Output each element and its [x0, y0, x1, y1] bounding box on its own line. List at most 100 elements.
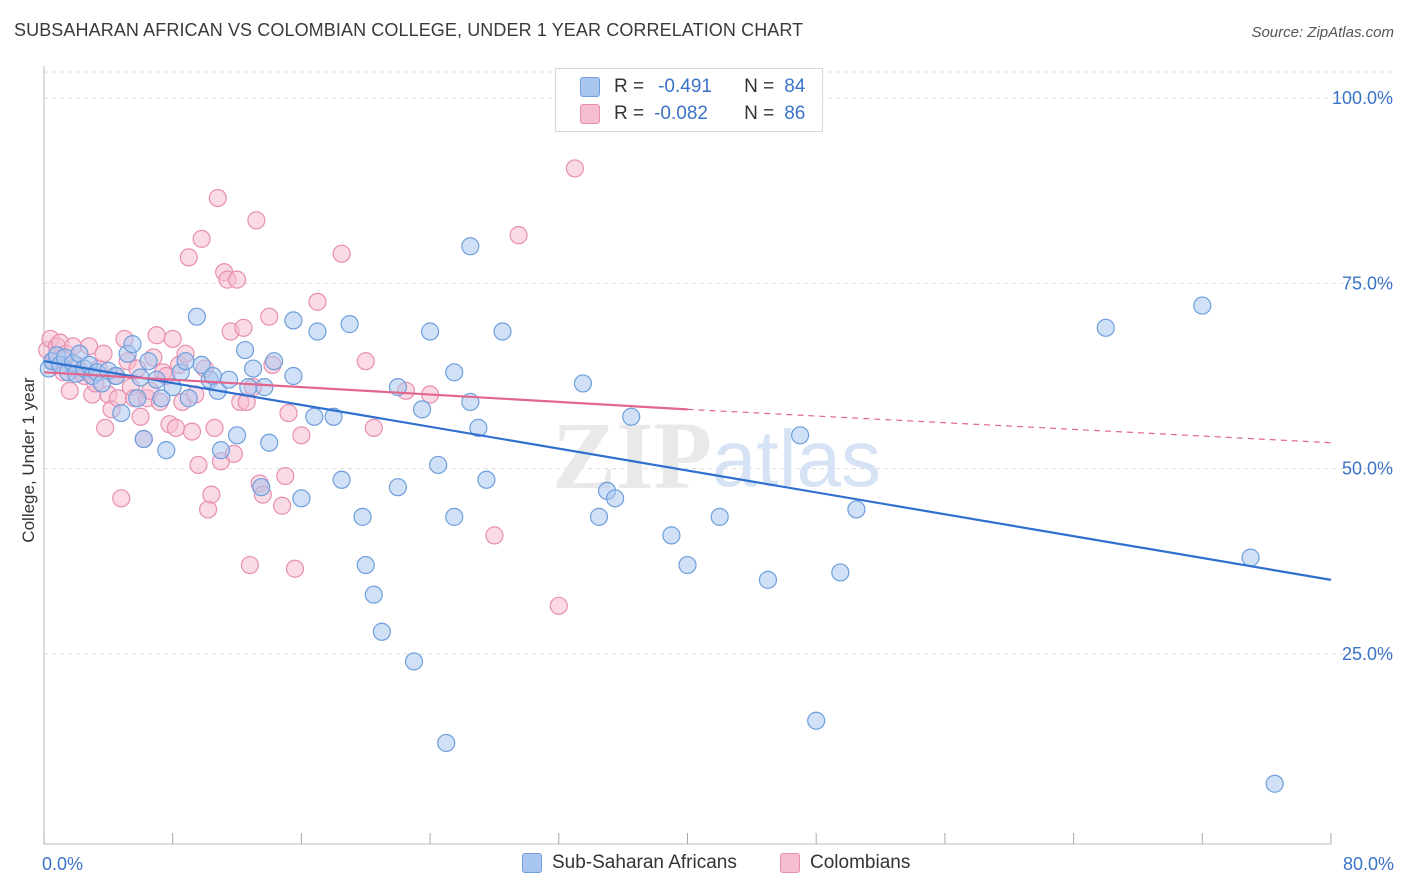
subsaharan-point: [356, 555, 375, 575]
subsaharan-point: [662, 526, 681, 545]
subsaharan-point: [308, 322, 327, 341]
y-tick-label: 25.0%: [1342, 644, 1393, 664]
x-tick-label-max: 80.0%: [1343, 854, 1394, 874]
subsaharan-point: [353, 507, 372, 526]
subsaharan-point: [710, 507, 729, 526]
subsaharan-point: [324, 407, 343, 426]
subsaharan-point: [461, 237, 480, 256]
colombians-point: [276, 466, 295, 486]
subsaharan-point: [176, 352, 195, 371]
subsaharan-point: [260, 433, 279, 452]
colombians-point: [247, 211, 266, 230]
subsaharan-point: [807, 711, 826, 730]
subsaharan-point: [622, 407, 641, 426]
colombians-point: [182, 422, 202, 441]
subsaharan-point: [372, 622, 391, 641]
colombians-point: [272, 496, 292, 515]
subsaharan-point: [573, 374, 593, 393]
colombians-point: [292, 426, 311, 445]
colombians-point: [509, 226, 528, 245]
colombians-point: [198, 500, 218, 519]
subsaharan-point: [758, 570, 778, 589]
legend-n-value: 86: [784, 103, 806, 124]
colombians-point: [208, 188, 227, 208]
subsaharan-trend-line: [43, 360, 1332, 581]
chart-title: SUBSAHARAN AFRICAN VS COLOMBIAN COLLEGE,…: [14, 20, 804, 40]
subsaharan-point: [606, 489, 625, 508]
colombians-point: [549, 596, 568, 615]
y-tick-labels: 25.0% 50.0% 75.0% 100.0%: [1332, 88, 1393, 664]
legend-r-value: -0.082: [654, 103, 708, 124]
subsaharan-point: [1193, 296, 1212, 315]
legend-r-label: R =: [614, 76, 645, 97]
subsaharan-point: [139, 352, 158, 371]
source-label: Source: ZipAtlas.com: [1251, 24, 1394, 41]
subsaharan-point: [235, 340, 255, 360]
colombians-point: [240, 555, 260, 575]
subsaharan-point: [255, 378, 274, 397]
bottom-legend-label: Colombians: [810, 852, 911, 873]
bottom-legend-colombians: Colombians: [780, 852, 910, 874]
y-tick-label: 50.0%: [1342, 459, 1393, 479]
colombians-point: [234, 318, 253, 337]
colombians-point: [202, 485, 221, 504]
colombians-point: [179, 248, 198, 267]
legend-row-colombians: R = -0.082 N = 86: [580, 102, 805, 126]
subsaharan-point: [1096, 318, 1115, 337]
colombians-point: [279, 403, 298, 423]
subsaharan-point: [244, 359, 263, 378]
subsaharan-point: [847, 500, 866, 519]
y-axis-label: College, Under 1 year: [19, 377, 38, 543]
subsaharan-point: [364, 585, 383, 604]
axes: [43, 66, 1332, 845]
subsaharan-point: [112, 403, 131, 423]
subsaharan-point: [412, 400, 432, 419]
subsaharan-point: [429, 455, 448, 475]
subsaharan-point: [134, 429, 153, 449]
subsaharan-point: [469, 418, 488, 437]
legend-swatch-blue: [580, 77, 600, 97]
colombians-point: [227, 270, 247, 289]
bottom-legend-swatch-pink: [780, 853, 800, 873]
subsaharan-point: [589, 507, 609, 526]
colombians-point: [332, 244, 351, 263]
subsaharan-point: [1265, 774, 1284, 793]
subsaharan-point: [211, 441, 231, 460]
subsaharan-point: [332, 470, 351, 489]
colombians-point: [112, 489, 131, 508]
subsaharan-point: [284, 311, 303, 330]
colombians-point: [364, 418, 383, 437]
colombians-point: [189, 455, 208, 475]
bottom-legend-swatch-blue: [522, 853, 542, 873]
subsaharan-point: [157, 441, 176, 460]
colombians-point: [96, 418, 115, 437]
subsaharan-point: [192, 355, 211, 374]
bottom-legend-subsaharan: Sub-Saharan Africans: [522, 852, 737, 874]
colombians-point: [147, 326, 166, 345]
subsaharan-point: [152, 389, 171, 408]
legend-r-value: -0.491: [658, 76, 712, 97]
trend-lines: [43, 360, 1332, 581]
colombians-point: [131, 407, 150, 426]
subsaharan-point: [123, 335, 142, 354]
x-tick-label-min: 0.0%: [42, 854, 83, 874]
subsaharan-point: [421, 322, 440, 341]
colombians-point: [163, 329, 182, 349]
colombians-point: [192, 229, 211, 248]
colombians-point: [260, 307, 279, 326]
colombians-point: [166, 418, 186, 437]
subsaharan-point: [187, 307, 206, 326]
bottom-legend-label: Sub-Saharan Africans: [552, 852, 737, 873]
subsaharan-point: [388, 478, 408, 497]
subsaharan-points: [39, 237, 1284, 793]
subsaharan-point: [239, 378, 258, 397]
legend-row-subsaharan: R = -0.491 N = 84: [580, 75, 805, 99]
subsaharan-point: [292, 489, 311, 508]
colombians-point: [205, 418, 224, 437]
subsaharan-point: [437, 733, 456, 753]
legend-r-label: R =: [614, 103, 645, 124]
colombians-point: [285, 559, 305, 578]
legend-swatch-pink: [580, 104, 600, 124]
colombians-point: [565, 159, 584, 178]
